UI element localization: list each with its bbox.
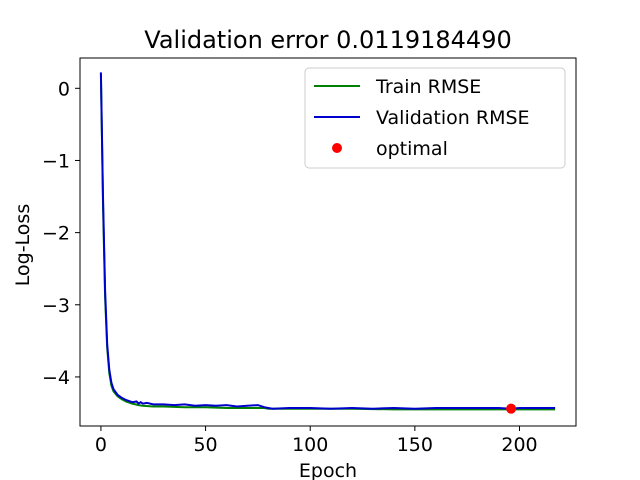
- x-axis-ticks: 0 50 100 150 200: [95, 426, 538, 456]
- legend-optimal-marker: [332, 143, 342, 153]
- y-tick-label: −3: [42, 295, 70, 317]
- y-tick-label: −4: [42, 367, 70, 389]
- validation-rmse-line: [99, 72, 556, 410]
- legend-optimal-label: optimal: [376, 138, 448, 160]
- y-axis-label: Log-Loss: [12, 204, 34, 286]
- x-axis-label: Epoch: [299, 460, 357, 480]
- legend: Train RMSE Validation RMSE optimal: [304, 67, 566, 169]
- y-tick-label: −1: [42, 150, 70, 172]
- x-tick-label: 200: [501, 434, 537, 456]
- y-tick-label: −2: [42, 223, 70, 245]
- x-tick-label: 100: [292, 434, 328, 456]
- y-tick-label: 0: [58, 78, 70, 100]
- plot-area: [99, 72, 556, 414]
- y-axis-ticks: 0 −1 −2 −3 −4: [42, 78, 80, 389]
- optimal-point: [506, 403, 517, 414]
- x-tick-label: 0: [95, 434, 107, 456]
- legend-train-label: Train RMSE: [375, 76, 481, 98]
- legend-validation-label: Validation RMSE: [376, 107, 530, 129]
- x-tick-label: 50: [193, 434, 217, 456]
- legend-box: [304, 67, 566, 169]
- x-tick-label: 150: [397, 434, 433, 456]
- chart-title: Validation error 0.0119184490: [144, 26, 511, 54]
- axes-frame: [79, 57, 577, 427]
